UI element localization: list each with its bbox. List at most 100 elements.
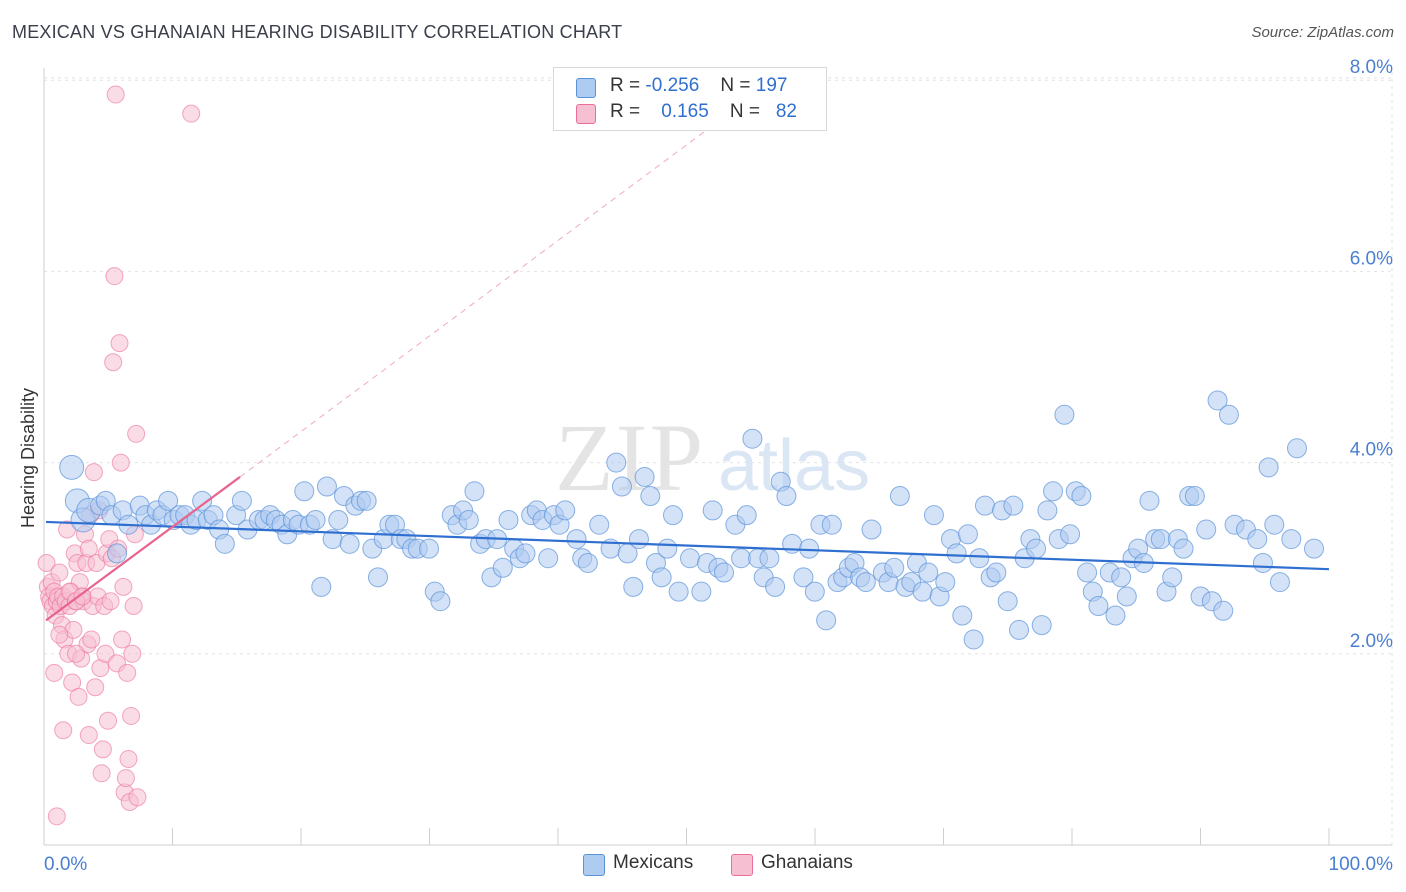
mexican-point — [1026, 538, 1047, 559]
mexican-point — [294, 481, 315, 502]
mexican-point — [799, 538, 820, 559]
ghanaians-trend-extension — [239, 108, 736, 478]
mexican-point — [1105, 605, 1126, 626]
mexicans-points — [59, 390, 1324, 650]
mexican-point — [759, 548, 780, 569]
mexican-point — [328, 509, 349, 530]
mexican-point — [963, 629, 984, 650]
ghanaian-point — [73, 587, 92, 606]
ghanaian-point — [54, 721, 73, 740]
mexican-point — [628, 529, 649, 550]
mexican-point — [804, 581, 825, 602]
mexican-point — [946, 543, 967, 564]
y-axis-label: Hearing Disability — [18, 388, 38, 528]
legend-n-value-mexicans: 197 — [755, 75, 788, 96]
legend-swatch-ghanaians — [731, 854, 753, 876]
ghanaian-point — [122, 706, 141, 725]
mexican-point — [1054, 404, 1075, 425]
ghanaian-point — [114, 577, 133, 596]
legend-label-mexicans: Mexicans — [613, 852, 694, 873]
mexican-point — [1264, 514, 1285, 535]
mexican-point — [107, 543, 128, 564]
ghanaian-point — [37, 553, 56, 572]
ghanaian-point — [82, 630, 101, 649]
mexican-point — [702, 500, 723, 521]
ghanaian-point — [67, 644, 85, 663]
source-label: Source: ZipAtlas.com — [1251, 24, 1394, 41]
mexican-point — [623, 576, 644, 597]
mexican-point — [1207, 390, 1228, 411]
ghanaian-point — [116, 769, 135, 788]
mexican-point — [158, 490, 179, 511]
legend-swatch-ghanaians — [576, 104, 596, 124]
ghanaian-point — [113, 630, 132, 649]
ghanaian-point — [110, 334, 129, 353]
mexican-point — [419, 538, 440, 559]
ghanaian-point — [79, 726, 98, 745]
mexican-point — [311, 576, 332, 597]
mexican-point — [821, 514, 842, 535]
mexican-point — [339, 533, 360, 554]
mexican-point — [1111, 567, 1132, 588]
mexican-point — [816, 610, 837, 631]
mexican-point — [1196, 519, 1217, 540]
mexican-point — [356, 490, 377, 511]
ghanaian-point — [105, 267, 124, 286]
trend-lines — [45, 108, 1330, 622]
mexican-point — [1077, 562, 1098, 583]
mexican-point — [1213, 600, 1234, 621]
mexican-point — [986, 562, 1007, 583]
mexican-point — [1150, 529, 1171, 550]
ghanaian-point — [101, 592, 120, 611]
ghanaians-trend-line — [45, 476, 241, 622]
mexican-point — [606, 452, 627, 473]
mexican-point — [1252, 552, 1273, 573]
mexican-point — [1116, 586, 1137, 607]
mexican-point — [577, 552, 598, 573]
mexican-point — [912, 581, 933, 602]
mexican-point — [974, 495, 995, 516]
mexican-point — [1043, 481, 1064, 502]
mexican-point — [214, 533, 235, 554]
ghanaian-point — [50, 563, 69, 582]
mexican-point — [59, 454, 85, 480]
chart-title: MEXICAN VS GHANAIAN HEARING DISABILITY C… — [12, 22, 623, 42]
ghanaian-point — [118, 663, 137, 682]
mexican-point — [1003, 495, 1024, 516]
mexican-point — [1286, 438, 1307, 459]
ghanaian-point — [123, 644, 142, 663]
y-tick-label: 8.0% — [1350, 57, 1393, 78]
ghanaian-point — [93, 740, 112, 759]
y-tick-label: 6.0% — [1350, 248, 1393, 269]
mexican-point — [368, 567, 388, 588]
mexican-point — [662, 505, 683, 526]
mexican-point — [952, 605, 973, 626]
legend-swatch-mexicans — [576, 78, 596, 98]
mexican-point — [861, 519, 882, 540]
mexican-point — [1031, 615, 1052, 636]
mexican-point — [884, 557, 905, 578]
legend-label-ghanaians: Ghanaians — [761, 852, 853, 873]
ghanaian-point — [45, 663, 64, 682]
ghanaian-point — [99, 711, 117, 730]
series-legend: Mexicans Ghanaians — [0, 852, 1406, 878]
mexican-point — [1269, 572, 1290, 593]
mexican-point — [1060, 524, 1081, 545]
mexican-point — [651, 567, 672, 588]
mexicans-trend-line — [45, 520, 1330, 571]
mexican-point — [731, 548, 752, 569]
watermark: ZIP atlas — [555, 404, 870, 511]
legend-swatch-mexicans — [583, 854, 605, 876]
mexican-point — [1088, 596, 1109, 616]
ghanaian-point — [119, 749, 138, 768]
mexican-point — [923, 505, 944, 526]
legend-n-value-ghanaians: 82 — [775, 101, 797, 122]
ghanaian-point — [182, 104, 201, 123]
mexican-point — [1247, 529, 1268, 550]
mexican-point — [1184, 486, 1205, 507]
mexican-point — [458, 509, 479, 530]
legend-n-label: N = — [720, 75, 751, 96]
mexican-point — [957, 524, 978, 545]
axes — [43, 68, 1392, 846]
